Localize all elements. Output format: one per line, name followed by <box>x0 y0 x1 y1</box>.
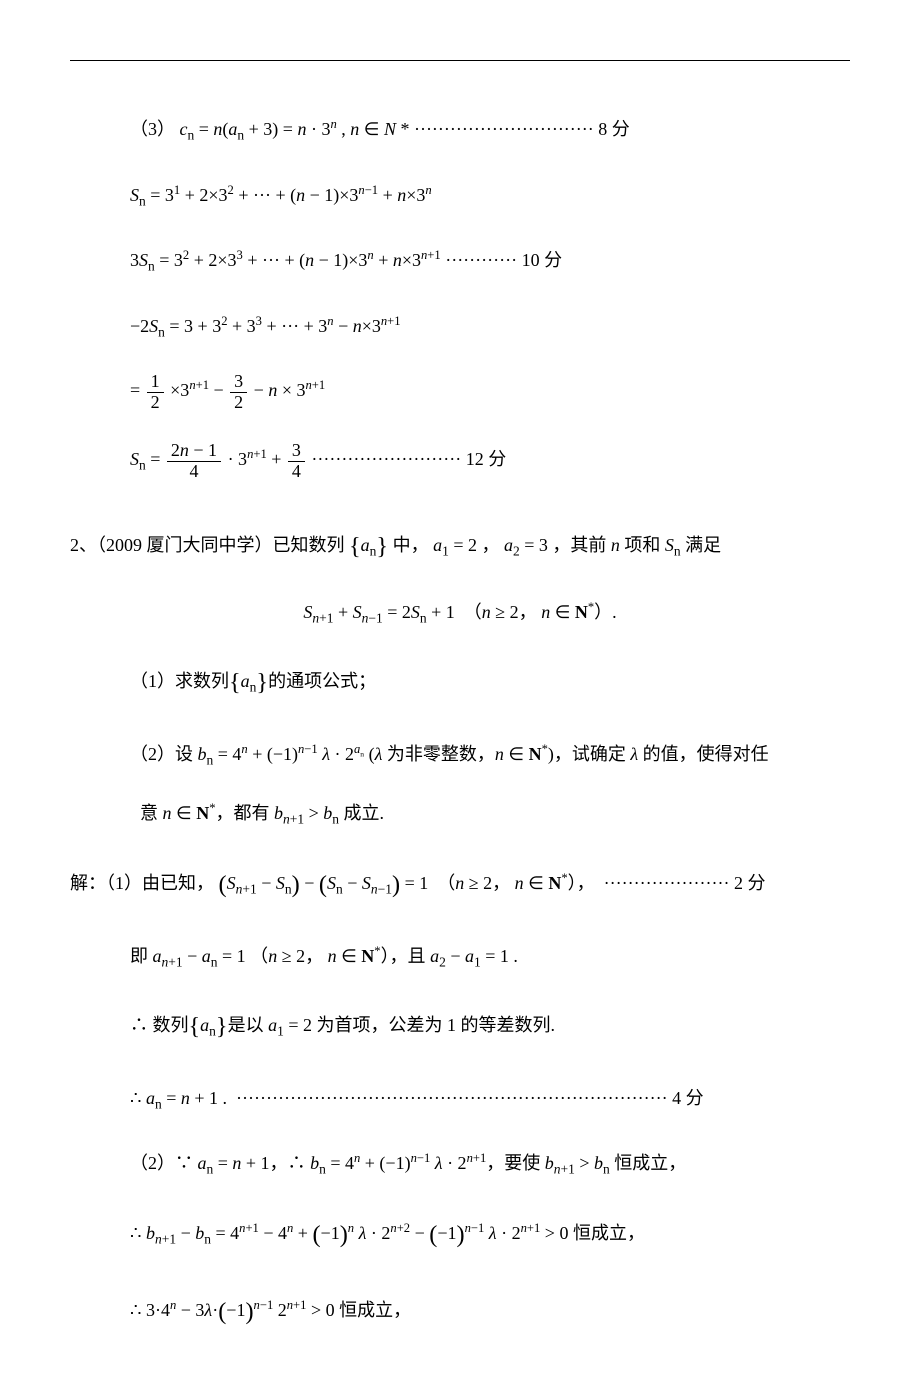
eq-line-3: 3Sn = 32 + 2×33 + ··· + (n − 1)×3n + n×3… <box>70 242 850 280</box>
frac-2n-1-4: 2n − 1 4 <box>167 441 221 482</box>
sol-eq1: (Sn+1 − Sn) − (Sn − Sn−1) = 1 <box>219 873 433 893</box>
p2-a1: a1 = 2 <box>433 535 477 555</box>
line1-math: cn = n(an + 3) = n · 3n , n ∈ N * <box>180 119 414 139</box>
frac-half: 1 2 <box>147 372 164 413</box>
solution-1-line3: ∴ 数列{an}是以 a1 = 2 为首项，公差为 1 的等差数列. <box>70 1003 850 1052</box>
solution-1-line1: 解：（1）由已知， (Sn+1 − Sn) − (Sn − Sn−1) = 1 … <box>70 861 850 910</box>
line1-score: 8 分 <box>598 119 630 139</box>
question-1: （1）求数列{an}的通项公式； <box>70 659 850 708</box>
dots-1: ······························ <box>414 119 594 139</box>
dots-6: ························· <box>311 449 461 469</box>
eq-line-5: = 1 2 ×3n+1 − 3 2 − n × 3n+1 <box>70 367 850 414</box>
page: （3） cn = n(an + 3) = n · 3n , n ∈ N * ··… <box>0 0 920 1398</box>
p2-head-text: 2、（2009 厦门大同中学）已知数列 <box>70 535 345 555</box>
question-2a: （2）设 bn = 4n + (−1)n−1 λ · 2an (λ 为非零整数，… <box>70 736 850 774</box>
dots-sol4: ········································… <box>232 1088 668 1108</box>
frac-3-4: 3 4 <box>288 441 305 482</box>
p2-seq: {an} <box>349 535 388 555</box>
dots-3: ············ <box>445 250 517 270</box>
solution-1-line2: 即 an+1 − an = 1 （n ≥ 2， n ∈ N*），且 a2 − a… <box>70 938 850 976</box>
question-2b: 意 n ∈ N*，都有 bn+1 > bn 成立. <box>70 795 850 833</box>
p2-a2: a2 = 3 <box>504 535 548 555</box>
frac-3-2: 3 2 <box>230 372 247 413</box>
sol-score2: 4 分 <box>672 1088 704 1108</box>
solution-2-line3: ∴ 3·4n − 3λ·(−1)n−1 2n+1 > 0 恒成立， <box>70 1288 850 1337</box>
problem-2-relation: Sn+1 + Sn−1 = 2Sn + 1 （n ≥ 2， n ∈ N*）. <box>70 594 850 632</box>
dots-sol1: ····················· <box>599 873 729 893</box>
line6-score: 12 分 <box>466 449 507 469</box>
top-rule <box>70 60 850 61</box>
solution-1-line4: ∴ an = n + 1 . ·························… <box>70 1080 850 1118</box>
solution-2-line1: （2）∵ an = n + 1，∴ bn = 4n + (−1)n−1 λ · … <box>70 1145 850 1183</box>
p2-sep1: ， <box>482 535 500 555</box>
line1-prefix: （3） <box>130 119 175 139</box>
eq-line-1: （3） cn = n(an + 3) = n · 3n , n ∈ N * ··… <box>70 111 850 149</box>
solution-2-line2: ∴ bn+1 − bn = 4n+1 − 4n + (−1)n λ · 2n+2… <box>70 1211 850 1260</box>
eq-line-6: Sn = 2n − 1 4 · 3n+1 + 3 4 ·············… <box>70 436 850 483</box>
line3-score: 10 分 <box>522 250 563 270</box>
problem-2-head: 2、（2009 厦门大同中学）已知数列 {an} 中， a1 = 2 ， a2 … <box>70 523 850 572</box>
eq-line-2: Sn = 31 + 2×32 + ··· + (n − 1)×3n−1 + n×… <box>70 177 850 215</box>
p2-mid1: 中， <box>393 535 429 555</box>
sol-lead: 解：（1）由已知， <box>70 873 214 893</box>
sol-score1: 2 分 <box>734 873 766 893</box>
p2-mid2: ，其前 n 项和 Sn 满足 <box>552 535 721 555</box>
eq-line-4: −2Sn = 3 + 32 + 33 + ··· + 3n − n×3n+1 <box>70 308 850 346</box>
